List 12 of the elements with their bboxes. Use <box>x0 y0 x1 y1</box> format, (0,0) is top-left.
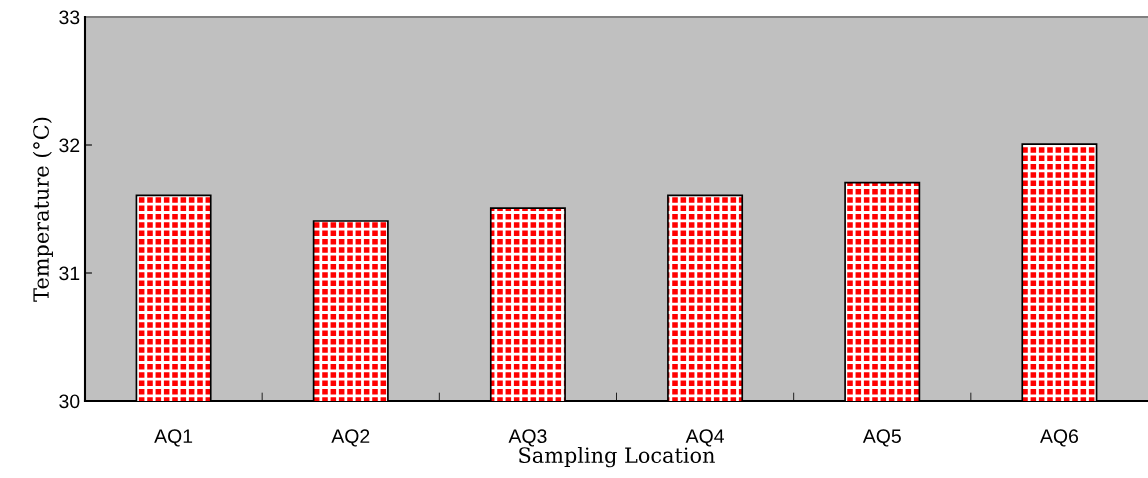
y-tick-label: 33 <box>59 10 80 25</box>
x-tick-label: AQ6 <box>1040 429 1079 447</box>
y-tick-label: 32 <box>59 138 80 153</box>
y-axis-title: Temperature (°C) <box>32 117 53 302</box>
x-tick-label: AQ3 <box>508 429 547 447</box>
x-tick-label: AQ4 <box>685 429 724 447</box>
y-tick-label: 30 <box>59 394 80 409</box>
y-tick-label: 31 <box>59 266 80 281</box>
x-axis-title: Sampling Location <box>519 446 715 468</box>
x-tick-label: AQ1 <box>154 429 193 447</box>
x-tick-label: AQ5 <box>862 429 901 447</box>
x-tick-label: AQ2 <box>331 429 370 447</box>
